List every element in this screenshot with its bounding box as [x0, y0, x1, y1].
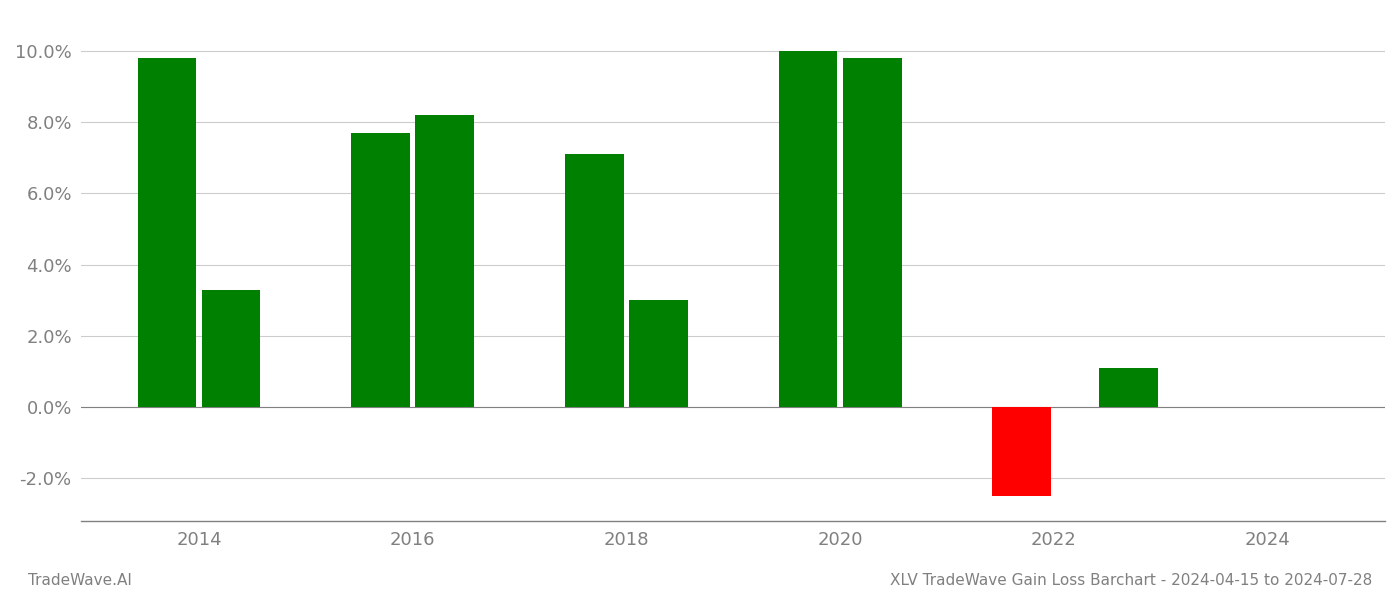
Bar — [993, 407, 1051, 496]
Bar — [629, 300, 687, 407]
Bar — [351, 133, 410, 407]
Text: TradeWave.AI: TradeWave.AI — [28, 573, 132, 588]
Bar — [566, 154, 624, 407]
Bar — [778, 50, 837, 407]
Text: XLV TradeWave Gain Loss Barchart - 2024-04-15 to 2024-07-28: XLV TradeWave Gain Loss Barchart - 2024-… — [890, 573, 1372, 588]
Bar — [137, 58, 196, 407]
Bar — [1099, 368, 1158, 407]
Bar — [416, 115, 475, 407]
Bar — [843, 58, 902, 407]
Bar — [202, 290, 260, 407]
